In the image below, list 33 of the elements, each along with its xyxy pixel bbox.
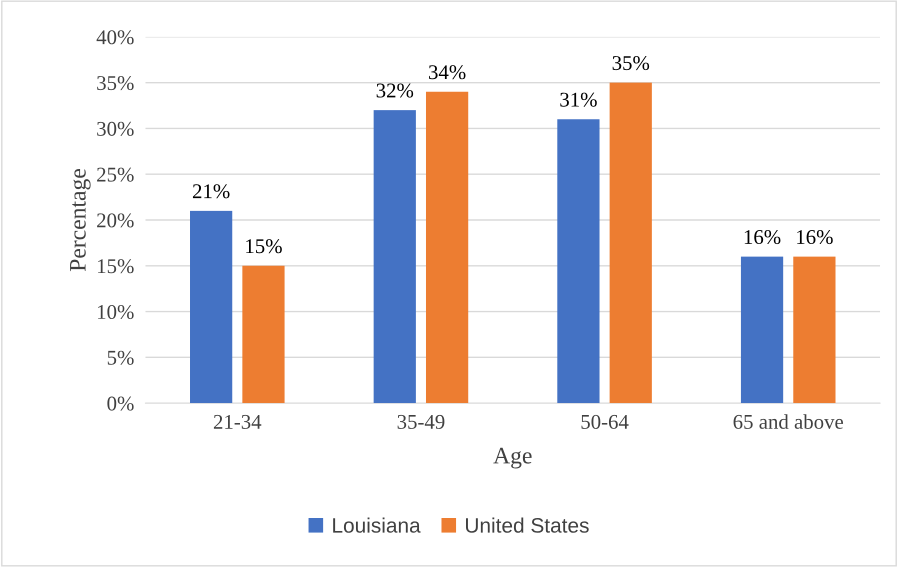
legend-label: Louisiana <box>333 517 421 533</box>
bar <box>557 119 600 404</box>
bar <box>374 110 416 404</box>
y-tick-label: 15% <box>98 259 134 274</box>
data-label: 31% <box>560 92 597 107</box>
bar <box>740 256 784 404</box>
data-label: 35% <box>612 56 650 70</box>
y-tick-label: 35% <box>97 76 134 90</box>
data-label: 16% <box>744 230 780 244</box>
y-tick-label: 0% <box>107 396 134 411</box>
x-tick-label: 21-34 <box>214 414 262 429</box>
x-tick-label: 50-64 <box>581 414 629 429</box>
x-tick-label: 35-49 <box>398 414 444 429</box>
bar <box>426 92 468 404</box>
x-axis-title: Age <box>493 448 532 468</box>
y-tick-label: 40% <box>96 30 134 44</box>
x-tick-label: 65 and above <box>734 414 844 429</box>
y-tick-label: 25% <box>97 168 134 182</box>
data-label: 15% <box>246 239 282 254</box>
y-tick-label: 10% <box>98 304 134 320</box>
bar <box>793 256 836 404</box>
data-label: 34% <box>429 65 466 80</box>
y-tick-label: 20% <box>97 213 134 228</box>
bar <box>610 82 652 404</box>
bar <box>242 266 285 404</box>
data-label: 32% <box>376 83 414 98</box>
bar <box>190 210 232 404</box>
data-label: 21% <box>192 184 230 198</box>
y-tick-label: 5% <box>108 350 134 365</box>
data-label: 16% <box>797 230 833 244</box>
legend-label: United States <box>466 517 589 533</box>
y-axis-title: Percentage <box>70 169 91 272</box>
y-tick-label: 30% <box>97 122 134 136</box>
